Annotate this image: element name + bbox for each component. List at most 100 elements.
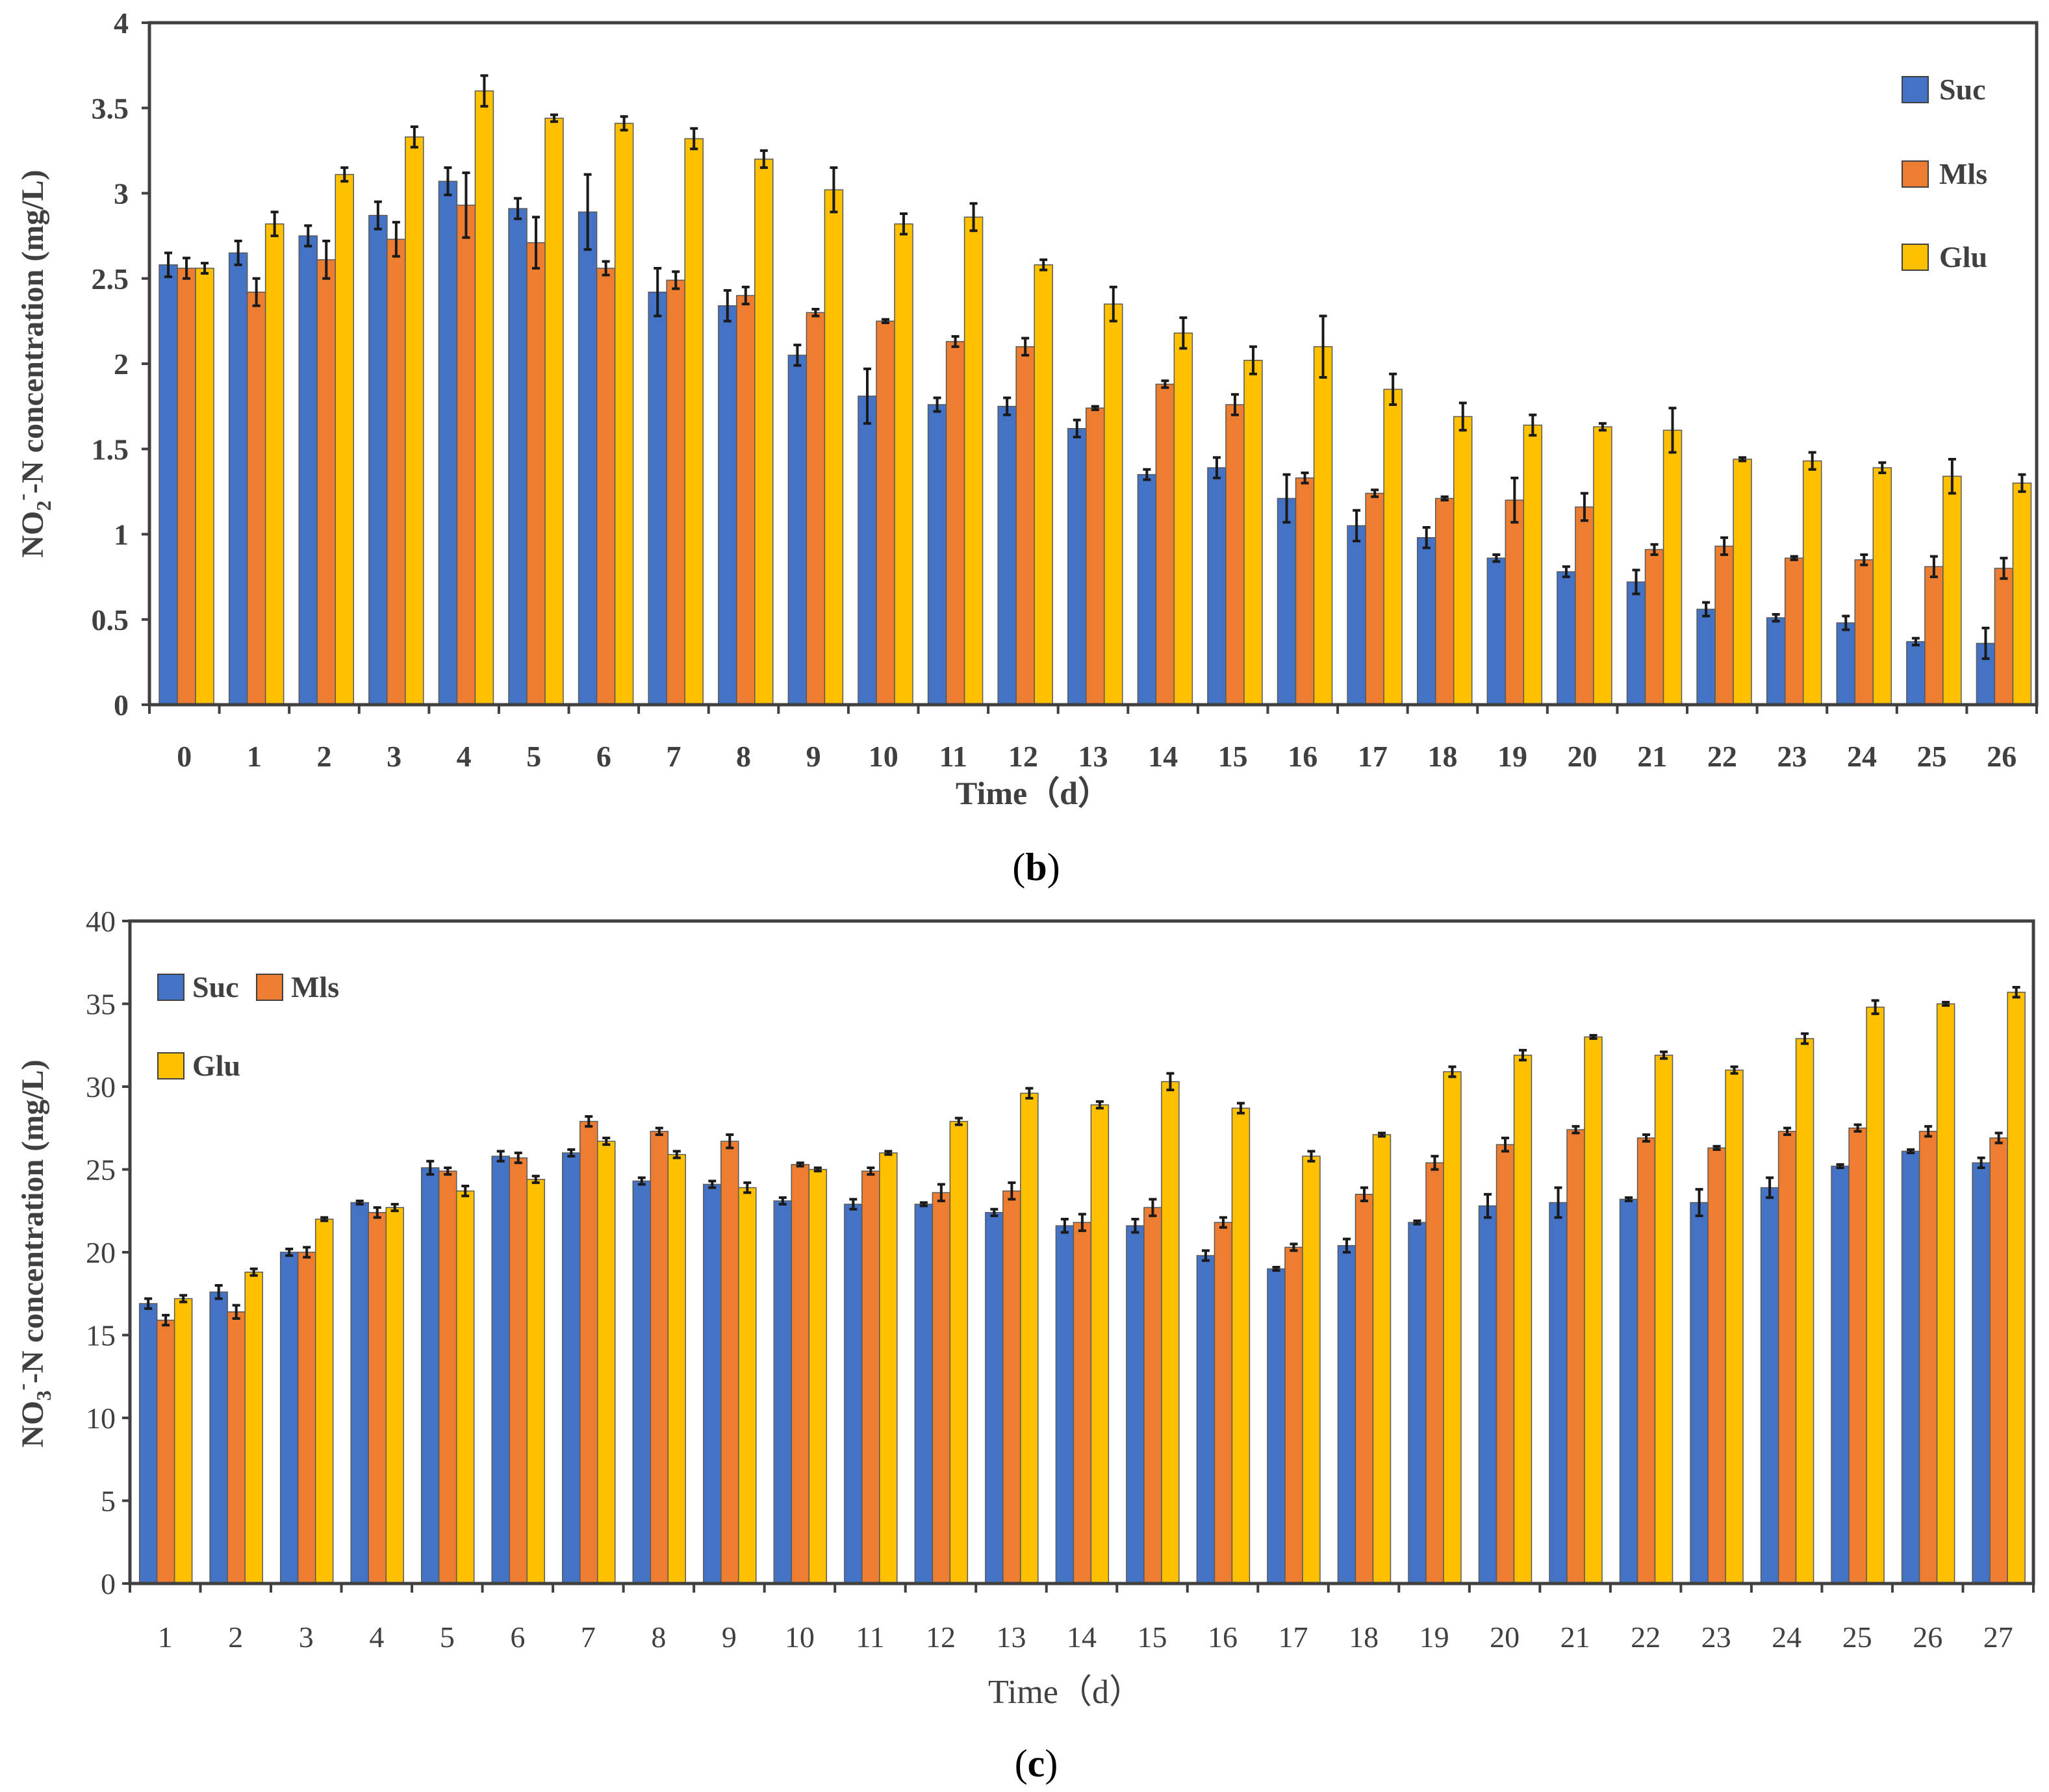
errorbar-suc-3 [374, 200, 382, 231]
xtick-label: 20 [1568, 740, 1597, 773]
bar-suc-9 [787, 355, 808, 705]
bar-mls-1 [156, 1319, 175, 1584]
chart-c-ylabel-sup: - [10, 1383, 33, 1391]
bar-glu-3 [314, 1218, 334, 1584]
ytick-label: 40 [86, 905, 116, 938]
errorbar-glu-27 [2012, 986, 2020, 999]
bar-mls-1 [246, 292, 266, 705]
errorbar-glu-4 [480, 74, 489, 108]
bar-glu-2 [244, 1271, 263, 1584]
errorbar-suc-11 [849, 1198, 858, 1211]
errorbar-glu-17 [1307, 1150, 1316, 1163]
errorbar-suc-15 [1131, 1218, 1139, 1234]
bar-mls-26 [1994, 568, 2014, 705]
xtick-label: 12 [1008, 740, 1038, 773]
bar-suc-0 [159, 264, 178, 705]
xtick-label: 22 [1707, 740, 1737, 773]
chart-c-errorbars [144, 986, 2020, 1327]
bar-suc-16 [1277, 498, 1297, 705]
legend-c-swatch-mls [256, 974, 283, 1001]
errorbar-suc-7 [567, 1148, 576, 1158]
chart-b-ylabel-main: NO [16, 511, 50, 558]
bar-mls-24 [1854, 559, 1874, 705]
bar-glu-12 [949, 1120, 969, 1584]
errorbar-glu-13 [1109, 285, 1117, 323]
bar-glu-6 [614, 123, 634, 705]
errorbar-glu-14 [1179, 316, 1188, 350]
errorbar-mls-4 [462, 171, 470, 239]
chart-c-x-axis: 1 2 3 4 5 6 7 8 9 10 11 12 13 14 15 16 17 18 19 20 21 22 23 24 2… [129, 1584, 2035, 1654]
bar-mls-12 [1015, 346, 1035, 705]
chart-b-bars [159, 90, 2032, 705]
bar-glu-16 [1231, 1107, 1251, 1584]
bar-mls-3 [387, 238, 406, 705]
bar-glu-26 [1936, 1003, 1955, 1584]
bar-glu-1 [173, 1298, 193, 1584]
errorbar-suc-18 [1342, 1237, 1351, 1254]
errorbar-suc-21 [1554, 1186, 1562, 1219]
errorbar-suc-12 [1003, 396, 1012, 416]
ytick-label: 0 [114, 688, 129, 722]
bar-mls-7 [579, 1120, 598, 1584]
bar-glu-22 [1733, 459, 1752, 705]
bar-glu-19 [1523, 424, 1543, 705]
errorbar-suc-5 [514, 197, 522, 220]
bar-suc-5 [508, 208, 528, 705]
bar-suc-19 [1408, 1222, 1427, 1584]
bar-mls-21 [1644, 549, 1664, 705]
errorbar-mls-5 [532, 216, 541, 270]
xtick-label: 26 [1913, 1621, 1942, 1654]
bar-mls-10 [876, 320, 895, 705]
bar-glu-16 [1313, 346, 1333, 705]
bar-suc-10 [773, 1200, 793, 1584]
errorbar-suc-18 [1422, 526, 1431, 549]
errorbar-glu-10 [899, 212, 908, 236]
errorbar-glu-24 [1878, 461, 1887, 474]
errorbar-suc-5 [426, 1159, 435, 1176]
bar-glu-27 [2007, 991, 2026, 1584]
bar-glu-20 [1513, 1054, 1533, 1584]
errorbar-mls-27 [1994, 1131, 2003, 1144]
bar-glu-4 [385, 1207, 404, 1584]
xtick-label: 7 [581, 1621, 596, 1654]
errorbar-suc-1 [144, 1297, 153, 1310]
errorbar-suc-26 [1981, 626, 1990, 661]
errorbar-mls-4 [373, 1206, 381, 1219]
bar-glu-7 [684, 138, 704, 705]
bar-mls-19 [1505, 499, 1525, 705]
xtick-label: 10 [869, 740, 898, 773]
xtick-label: 16 [1208, 1621, 1238, 1654]
bar-mls-9 [720, 1141, 739, 1584]
errorbar-mls-19 [1431, 1155, 1439, 1171]
xtick-label: 2 [228, 1621, 243, 1654]
xtick-label: 25 [1842, 1621, 1872, 1654]
bar-suc-18 [1337, 1245, 1356, 1584]
errorbar-suc-24 [1842, 614, 1850, 631]
bar-mls-21 [1566, 1129, 1585, 1584]
bar-mls-6 [509, 1157, 528, 1584]
bar-suc-27 [1972, 1162, 1991, 1584]
bar-glu-13 [1104, 303, 1123, 705]
xtick-label: 12 [926, 1621, 956, 1654]
bar-mls-2 [227, 1311, 246, 1584]
bar-suc-20 [1557, 571, 1576, 705]
errorbar-mls-23 [1790, 555, 1798, 561]
bar-mls-18 [1355, 1194, 1374, 1584]
bar-mls-13 [1086, 407, 1105, 705]
errorbar-glu-18 [1377, 1131, 1386, 1138]
ytick-label: 1.5 [92, 433, 129, 466]
errorbar-suc-14 [1060, 1218, 1069, 1234]
xtick-label: 13 [1078, 740, 1108, 773]
xtick-label: 21 [1560, 1621, 1590, 1654]
errorbar-mls-23 [1712, 1144, 1721, 1151]
errorbar-suc-25 [1911, 637, 1920, 647]
errorbar-glu-20 [1598, 422, 1607, 432]
chart-b-y-axis: 0 0.5 1 1.5 2 2.5 3 3.5 4 [92, 6, 149, 722]
xtick-label: 13 [996, 1621, 1026, 1654]
errorbar-suc-0 [164, 251, 173, 279]
errorbar-mls-26 [1924, 1125, 1933, 1138]
bar-mls-8 [650, 1131, 669, 1584]
bar-mls-5 [438, 1170, 457, 1584]
xtick-label: 3 [387, 740, 401, 773]
bar-suc-1 [138, 1303, 158, 1584]
